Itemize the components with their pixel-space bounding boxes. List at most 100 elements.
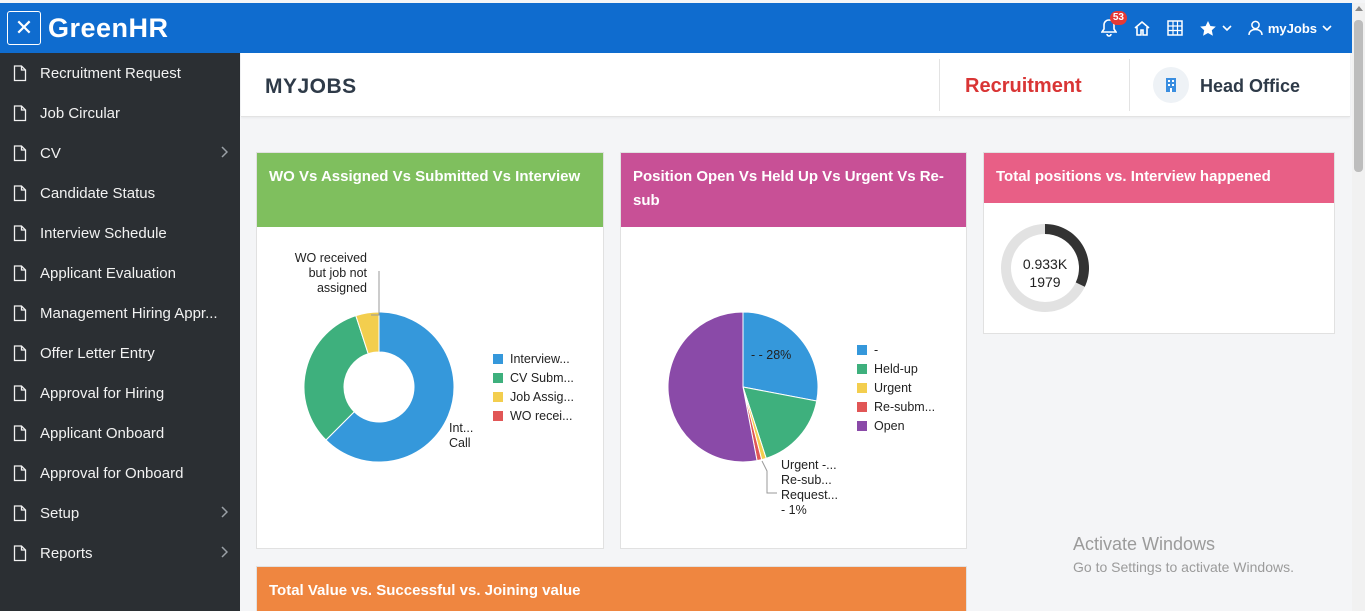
callout-line [761, 460, 777, 494]
brand-logo: GreenHR [48, 13, 169, 43]
sidebar-item-approval-for-hiring[interactable]: Approval for Hiring [0, 373, 240, 413]
module-name[interactable]: Recruitment [965, 75, 1082, 97]
notification-bell[interactable]: 53 [1100, 11, 1127, 37]
legend-item[interactable]: Urgent [857, 381, 912, 395]
legend-item[interactable]: Re-subm... [857, 400, 935, 414]
position-pie-chart [667, 311, 819, 494]
legend-item[interactable]: WO recei... [493, 409, 573, 423]
chevron-down-icon [1322, 24, 1332, 31]
close-icon[interactable]: ✕ [7, 11, 41, 45]
sidebar-item-approval-for-onboard[interactable]: Approval for Onboard [0, 453, 240, 493]
sidebar-item-cv[interactable]: CV [0, 133, 240, 173]
legend-item[interactable]: CV Subm... [493, 371, 574, 385]
sidebar-item-label: CV [40, 144, 61, 162]
user-menu[interactable]: myJobs [1248, 20, 1332, 36]
chevron-right-icon [221, 506, 228, 518]
divider [1129, 59, 1130, 111]
pie-slice[interactable] [303, 315, 369, 441]
sidebar-item-label: Management Hiring Appr... [40, 304, 218, 322]
document-icon [13, 104, 27, 121]
pie-slice[interactable] [742, 311, 819, 402]
legend-item[interactable]: Held-up [857, 362, 918, 376]
wo-chart-card: WO Vs Assigned Vs Submitted Vs Interview… [256, 152, 604, 549]
building-icon [1153, 67, 1189, 103]
sidebar-item-label: Applicant Onboard [40, 424, 165, 442]
wo-donut-chart [303, 271, 455, 463]
document-icon [13, 184, 27, 201]
sidebar-item-label: Interview Schedule [40, 224, 167, 242]
card-title: WO Vs Assigned Vs Submitted Vs Interview [257, 153, 603, 227]
sidebar-item-label: Approval for Onboard [40, 464, 184, 482]
top-icons: 53 myJobs [1100, 3, 1332, 53]
document-icon [13, 504, 27, 521]
document-icon [13, 384, 27, 401]
pie-slice[interactable] [1045, 224, 1089, 287]
sidebar-item-reports[interactable]: Reports [0, 533, 240, 573]
sidebar-item-management-hiring-appr[interactable]: Management Hiring Appr... [0, 293, 240, 333]
pie-slice[interactable] [355, 311, 380, 355]
sidebar-item-job-circular[interactable]: Job Circular [0, 93, 240, 133]
scrollbar-thumb[interactable] [1354, 20, 1363, 172]
page-title: MYJOBS [265, 75, 357, 98]
home-button[interactable] [1133, 20, 1151, 37]
sidebar-item-applicant-onboard[interactable]: Applicant Onboard [0, 413, 240, 453]
document-icon [13, 424, 27, 441]
total-donut-chart [1001, 224, 1089, 312]
pie-slice[interactable] [325, 311, 455, 463]
document-icon [13, 264, 27, 281]
sidebar: Recruitment Request Job Circular CV Candida… [0, 53, 240, 611]
sidebar-item-recruitment-request[interactable]: Recruitment Request [0, 53, 240, 93]
sidebar-item-label: Candidate Status [40, 184, 156, 202]
sidebar-item-applicant-evaluation[interactable]: Applicant Evaluation [0, 253, 240, 293]
chevron-down-icon [1222, 24, 1232, 31]
sidebar-item-label: Approval for Hiring [40, 384, 165, 402]
document-icon [13, 64, 27, 81]
user-icon [1248, 20, 1263, 36]
sidebar-item-label: Reports [40, 544, 93, 562]
watermark-subtitle: Go to Settings to activate Windows. [1073, 559, 1294, 575]
divider [939, 59, 940, 111]
document-icon [13, 144, 27, 161]
sidebar-item-label: Applicant Evaluation [40, 264, 176, 282]
card-title: Total Value vs. Successful vs. Joining v… [257, 567, 966, 611]
value-chart-card: Total Value vs. Successful vs. Joining v… [256, 566, 967, 611]
pie-slice[interactable] [742, 386, 818, 459]
star-icon [1200, 20, 1216, 36]
scroll-up-arrow[interactable] [1355, 6, 1363, 11]
page-header: MYJOBS Recruitment Head Office [241, 53, 1350, 117]
sidebar-item-offer-letter-entry[interactable]: Offer Letter Entry [0, 333, 240, 373]
chevron-right-icon [221, 146, 228, 158]
apps-button[interactable] [1167, 20, 1183, 36]
legend-item[interactable]: Interview... [493, 352, 570, 366]
home-icon [1134, 20, 1150, 36]
position-chart-card: Position Open Vs Held Up Vs Urgent Vs Re… [620, 152, 967, 549]
card-title: Position Open Vs Held Up Vs Urgent Vs Re… [621, 153, 966, 227]
donut-center-label: 0.933K 1979 [1022, 256, 1068, 290]
user-menu-label: myJobs [1267, 20, 1317, 36]
legend-item[interactable]: Job Assig... [493, 390, 574, 404]
card-title: Total positions vs. Interview happened [984, 153, 1334, 203]
office-name[interactable]: Head Office [1200, 76, 1301, 96]
sidebar-item-label: Recruitment Request [40, 64, 181, 82]
watermark-title: Activate Windows [1073, 534, 1216, 554]
total-chart-card: Total positions vs. Interview happened 0… [983, 152, 1335, 334]
callout-label: Int... Call [449, 421, 474, 450]
sidebar-item-interview-schedule[interactable]: Interview Schedule [0, 213, 240, 253]
slice-label: - - 28% [751, 348, 792, 362]
legend-item[interactable]: Open [857, 419, 905, 433]
callout-label: Urgent -... Re-sub... Request... - 1% [781, 458, 838, 517]
document-icon [13, 224, 27, 241]
document-icon [13, 544, 27, 561]
sidebar-item-label: Job Circular [40, 104, 121, 122]
grid-icon [1167, 20, 1183, 36]
sidebar-item-candidate-status[interactable]: Candidate Status [0, 173, 240, 213]
pie-slice[interactable] [667, 311, 758, 463]
favorites-menu[interactable] [1199, 20, 1232, 37]
sidebar-item-label: Offer Letter Entry [40, 344, 155, 362]
document-icon [13, 304, 27, 321]
document-icon [13, 464, 27, 481]
legend-item[interactable]: - [857, 343, 878, 357]
top-navbar: ✕ GreenHR 53 myJobs [0, 3, 1352, 53]
sidebar-item-setup[interactable]: Setup [0, 493, 240, 533]
callout-label: WO received but job not assigned [294, 251, 367, 295]
